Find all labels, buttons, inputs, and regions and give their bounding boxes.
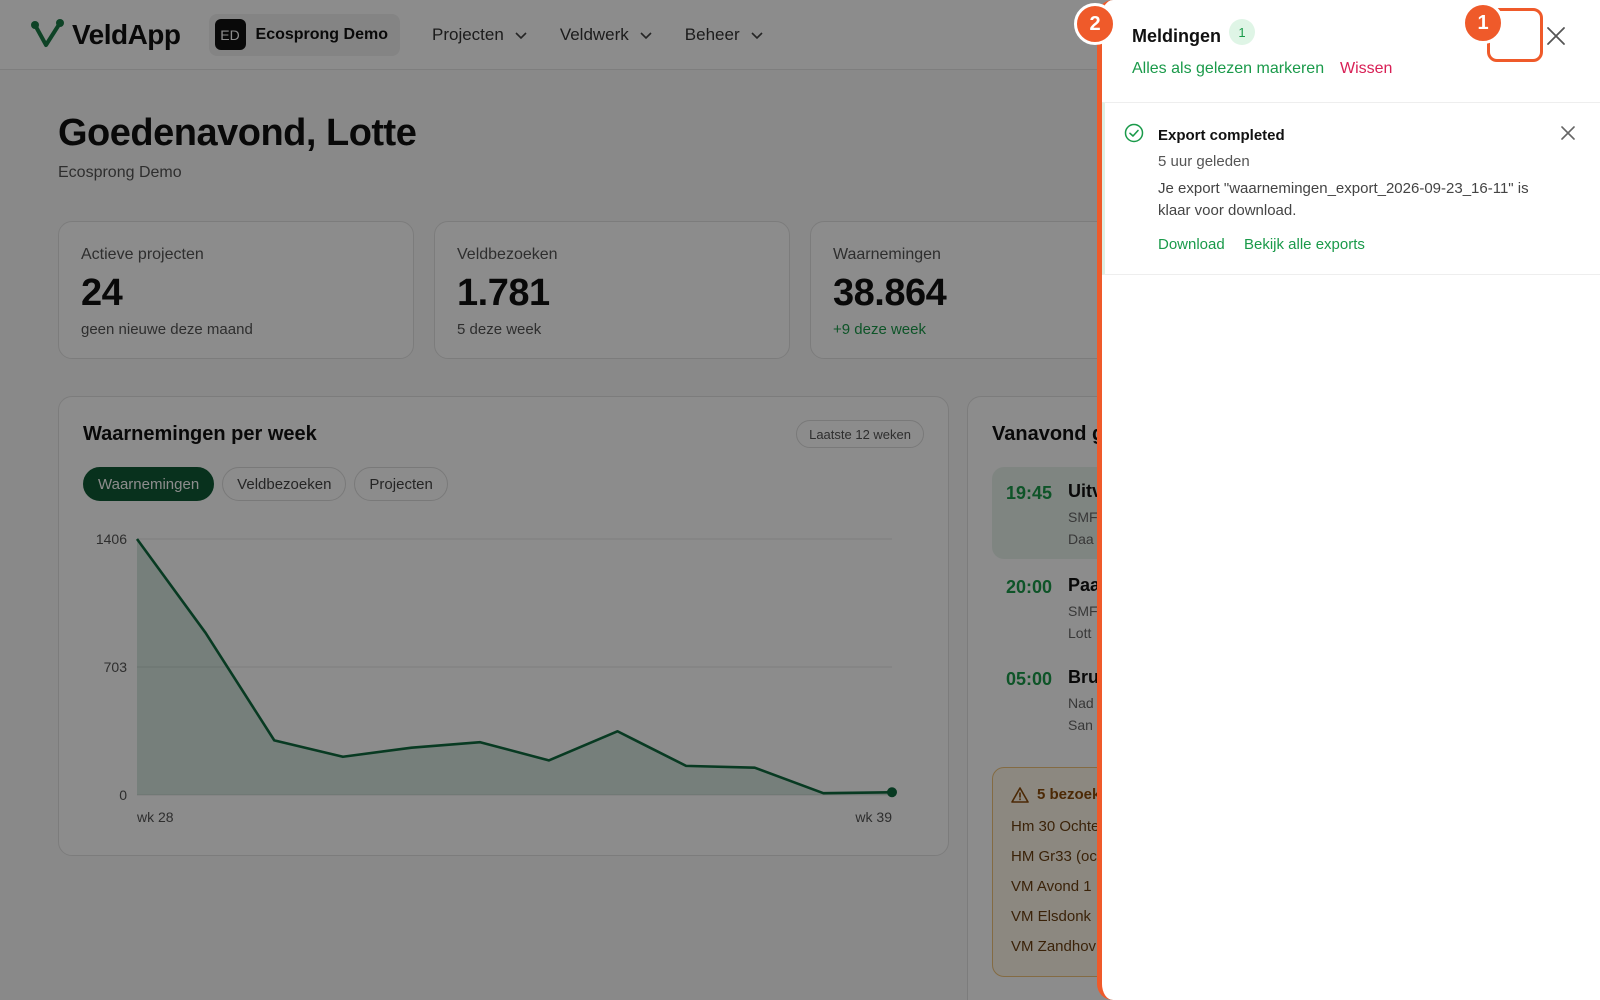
veldapp-logo-icon [31,18,64,47]
warning-item[interactable]: VM Avond 1 [1011,878,1092,895]
y-tick-label: 0 [119,787,127,803]
agenda-detail: SMF [1068,603,1098,619]
page-subtitle: Ecosprong Demo [58,164,182,181]
agenda-name: Uitv [1068,481,1103,501]
observations-chart-card: Waarnemingen per week Laatste 12 weken W… [58,396,949,856]
step-marker-1: 1 [1462,2,1504,44]
warning-header: 5 bezoek [1011,786,1100,803]
notification-count-badge: 1 [1229,19,1255,45]
nav-beheer[interactable]: Beheer [685,25,764,45]
agenda-name: Paa [1068,575,1101,595]
agenda-item[interactable]: 20:00 Paa SMF Lott [992,561,1592,653]
agenda-detail: Daa [1068,531,1094,547]
x-tick-label: wk 28 [136,809,174,825]
warning-item[interactable]: VM Elsdonk [1011,908,1092,925]
app-name: VeldApp [72,18,181,50]
stat-value: 38.864 [833,272,947,314]
agenda-time: 20:00 [1006,577,1053,597]
series-area [137,539,892,795]
check-circle-icon [1124,123,1144,143]
stat-subtext: 5 deze week [457,321,542,338]
warning-item[interactable]: Hm 30 Ochte [1011,818,1100,835]
tab-waarnemingen[interactable]: Waarnemingen [83,467,215,501]
warning-title: 5 bezoek [1037,786,1101,803]
agenda-title: Vanavond g [992,423,1105,445]
stat-subtext: geen nieuwe deze maand [81,321,253,338]
close-icon[interactable] [1545,25,1567,47]
agenda-detail: San [1068,717,1093,733]
stat-label: Actieve projecten [81,246,204,263]
stat-label: Waarnemingen [833,246,941,263]
agenda-detail: Lott [1068,625,1092,641]
warning-triangle-icon [1011,786,1029,803]
dismiss-notification-icon[interactable] [1560,125,1576,141]
warning-item[interactable]: VM Zandhov [1011,938,1097,955]
data-point [887,787,897,798]
stat-value: 24 [81,272,123,314]
chevron-down-icon [751,31,763,39]
nav-projecten-label: Projecten [431,24,504,44]
organization-switcher[interactable]: ED Ecosprong Demo [208,13,400,56]
drawer-title: Meldingen [1132,26,1221,46]
org-initials-badge: ED [214,19,246,50]
nav-veldwerk[interactable]: Veldwerk [560,25,653,45]
agenda-detail: SMF [1068,509,1098,525]
chart-metric-tabs: Waarnemingen Veldbezoeken Projecten [83,467,448,501]
y-tick-label: 1406 [96,531,127,547]
stat-label: Veldbezoeken [457,246,558,263]
nav-veldwerk-label: Veldwerk [559,24,629,44]
warning-item[interactable]: HM Gr33 (oc [1011,848,1097,865]
range-selector[interactable]: Laatste 12 weken [796,420,924,448]
notification-time: 5 uur geleden [1158,153,1250,170]
notification-item[interactable]: Export completed 5 uur geleden Je export… [1102,102,1600,275]
series-line [135,538,893,795]
tab-veldbezoeken[interactable]: Veldbezoeken [222,467,347,501]
nav-beheer-label: Beheer [684,24,740,44]
org-name: Ecosprong Demo [255,25,388,43]
x-tick-label: wk 39 [854,809,892,825]
nav-projecten[interactable]: Projecten [432,25,528,45]
notification-body: Je export "waarnemingen_export_2026-09-2… [1158,180,1529,219]
stat-card-field-visits[interactable]: Veldbezoeken 1.781 5 deze week [434,221,790,359]
download-link[interactable]: Download [1158,236,1225,253]
clear-notifications-button[interactable]: Wissen [1340,60,1393,77]
observations-area-chart: 0 703 1406 wk 28 wk 39 [96,531,897,825]
mark-all-read-button[interactable]: Alles als gelezen markeren [1132,60,1325,77]
chevron-down-icon [640,31,652,39]
stat-card-active-projects[interactable]: Actieve projecten 24 geen nieuwe deze ma… [58,221,414,359]
view-all-exports-link[interactable]: Bekijk alle exports [1244,236,1365,253]
chart-title: Waarnemingen per week [83,423,317,445]
notifications-drawer: Meldingen 1 Alles als gelezen markeren W… [1097,0,1600,1000]
chevron-down-icon [515,31,527,39]
stat-value: 1.781 [457,272,550,314]
agenda-name: Bru [1068,667,1099,687]
brand[interactable]: VeldApp [30,17,181,53]
step-marker-2: 2 [1074,3,1116,45]
notification-title: Export completed [1158,127,1285,144]
agenda-time: 05:00 [1006,669,1053,689]
agenda-time: 19:45 [1006,483,1053,503]
tab-projecten[interactable]: Projecten [354,467,448,501]
agenda-detail: Nad [1068,695,1094,711]
y-tick-label: 703 [104,659,128,675]
stat-subtext: +9 deze week [833,321,926,338]
page-title: Goedenavond, Lotte [58,112,417,154]
agenda-item[interactable]: 05:00 Bru Nad San [992,653,1592,745]
